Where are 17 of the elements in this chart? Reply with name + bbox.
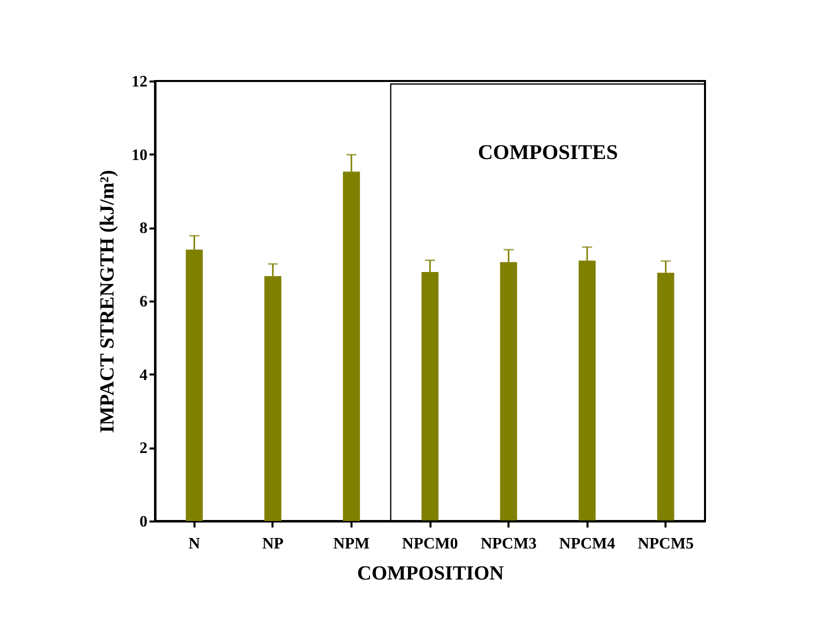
y-axis-title: IMPACT STRENGTH (kJ/m²): [96, 170, 118, 434]
x-tick-label: N: [188, 536, 201, 552]
x-tick-label: NPCM4: [559, 536, 616, 552]
y-tick-label: 8: [140, 220, 148, 238]
y-tick-label: 4: [140, 366, 148, 384]
x-tick-label: NP: [262, 536, 284, 552]
y-tick-label: 2: [140, 440, 148, 458]
x-axis-title: COMPOSITION: [357, 562, 504, 584]
y-tick-label: 6: [140, 294, 148, 310]
x-tick-label: NPCM3: [480, 536, 537, 552]
annotation: COMPOSITES: [478, 140, 618, 164]
y-tick-label: 0: [140, 514, 148, 530]
x-tick-label: NPCM5: [638, 536, 694, 552]
x-tick-label: NPM: [333, 536, 370, 552]
x-tick-label: NPCM0: [402, 536, 458, 552]
y-tick-label: 12: [132, 74, 148, 90]
y-tick-label: 10: [132, 146, 148, 164]
